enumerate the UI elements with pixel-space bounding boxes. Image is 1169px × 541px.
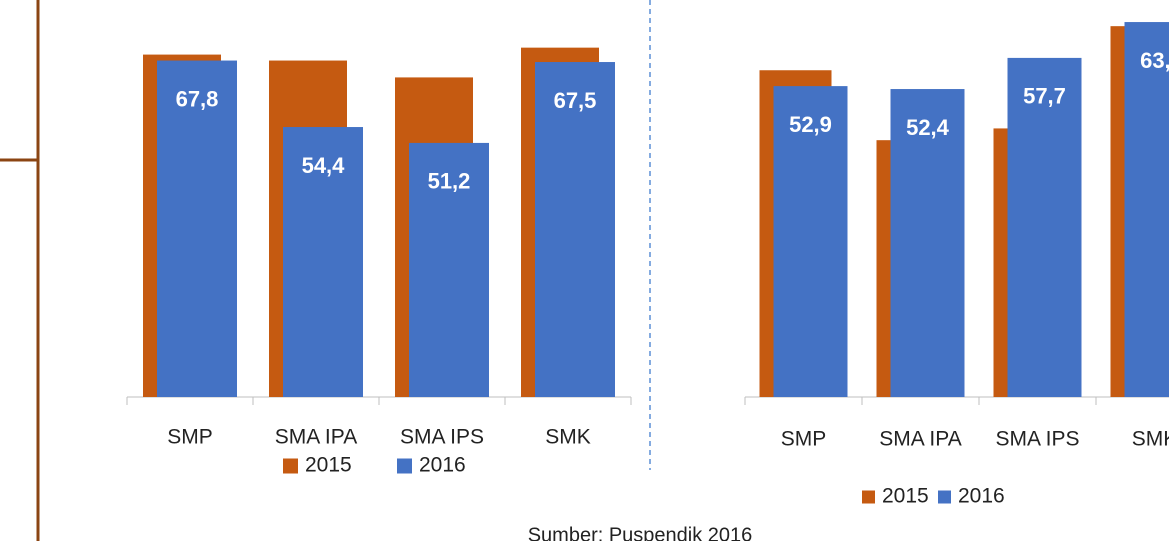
x-tick-label: SMA IPS [400, 426, 484, 449]
x-tick-label: SMA IPA [275, 426, 357, 449]
x-tick-label: SMK [1132, 428, 1169, 451]
value-label: 51,2 [428, 169, 471, 194]
legend-swatch [283, 458, 298, 474]
bar [1124, 22, 1169, 397]
value-label: 57,7 [1023, 84, 1066, 109]
legend-label: 2016 [958, 485, 1005, 508]
x-tick-label: SMP [781, 428, 827, 451]
legend-swatch [862, 490, 875, 504]
x-tick-label: SMK [545, 426, 591, 449]
value-label: 67,5 [554, 88, 597, 113]
bar [1007, 57, 1082, 397]
x-tick-label: SMA IPS [995, 428, 1079, 451]
bar [283, 127, 363, 397]
bar [409, 142, 489, 397]
legend-swatch [397, 458, 412, 474]
legend-label: 2015 [882, 485, 929, 508]
source: Sumber: Puspendik 2016 [528, 524, 753, 541]
value-label: 52,4 [906, 115, 950, 140]
value-label: 52,9 [789, 112, 832, 137]
bar [773, 86, 848, 397]
x-tick-label: SMP [167, 426, 213, 449]
bar [535, 62, 615, 397]
legend-swatch [938, 490, 951, 504]
value-label: 63,8 [1140, 48, 1169, 73]
legend-label: 2015 [305, 454, 352, 477]
value-label: 67,8 [176, 86, 219, 111]
bar [157, 60, 237, 397]
x-tick-label: SMA IPA [879, 428, 961, 451]
legend-label: 2016 [419, 454, 466, 477]
bar [890, 89, 965, 398]
value-label: 54,4 [302, 153, 346, 178]
